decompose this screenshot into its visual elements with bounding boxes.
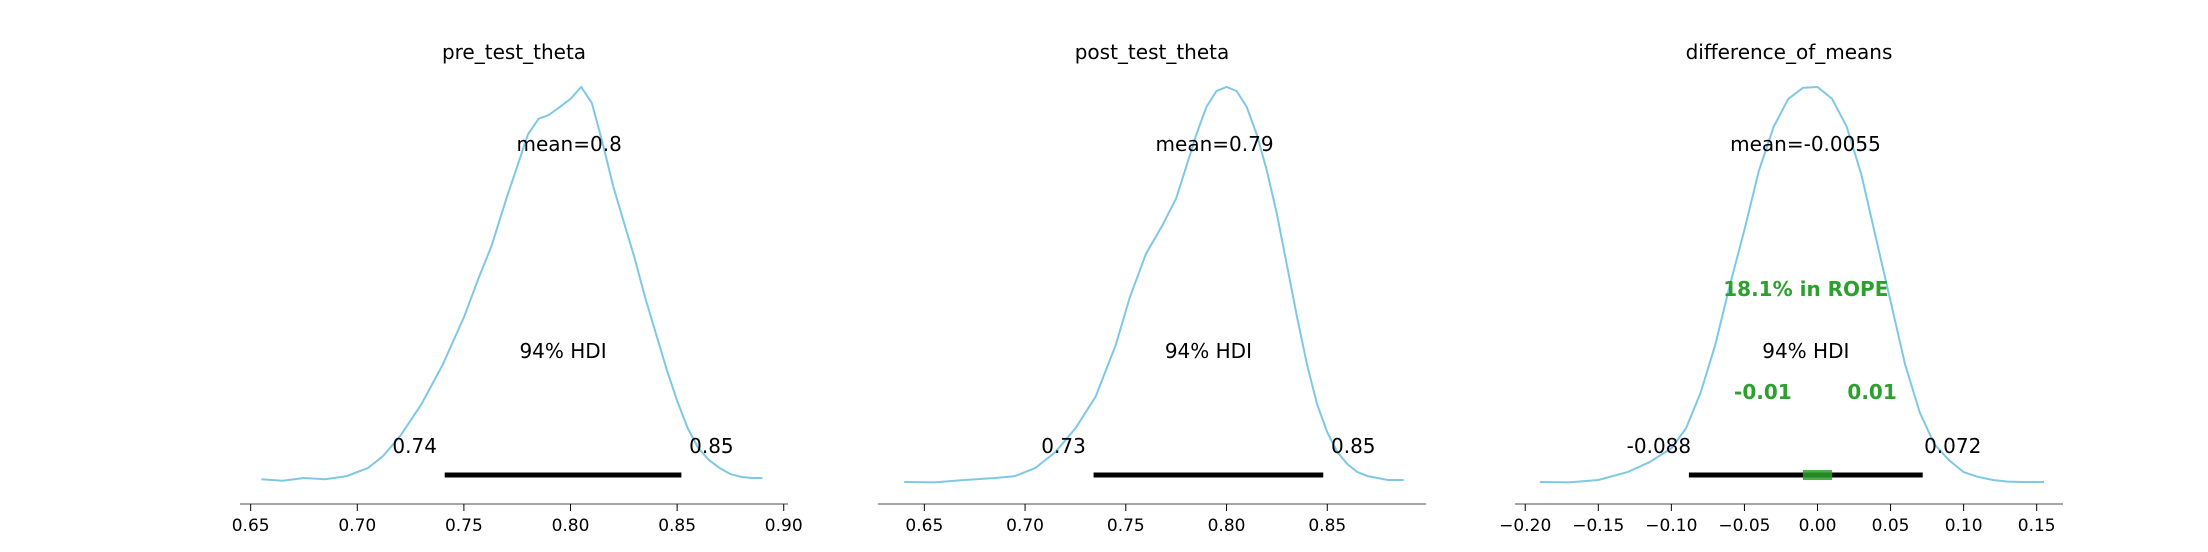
mean-label: mean=0.79 (1156, 132, 1274, 156)
x-tick-label: 0.85 (658, 516, 696, 536)
x-tick-label: −0.05 (1718, 516, 1770, 536)
x-tick-label: 0.85 (1308, 516, 1346, 536)
x-tick-label: 0.80 (1208, 516, 1246, 536)
x-tick-label: 0.75 (445, 516, 483, 536)
x-tick-label: 0.05 (1872, 516, 1910, 536)
x-tick-label: 0.80 (552, 516, 590, 536)
hdi-label: 94% HDI (1165, 339, 1252, 363)
density-curve (904, 85, 1404, 484)
density-curve (1539, 85, 2044, 484)
hdi-high-label: 0.85 (689, 434, 734, 458)
plot-title: post_test_theta (1075, 40, 1230, 64)
mean-label: mean=-0.0055 (1730, 132, 1881, 156)
hdi-high-label: 0.072 (1924, 434, 1981, 458)
rope-high-label: 0.01 (1847, 380, 1896, 404)
hdi-label: 94% HDI (1762, 339, 1849, 363)
x-tick-label: 0.65 (905, 516, 943, 536)
x-tick-label: 0.70 (1006, 516, 1044, 536)
x-tick-label: 0.10 (1945, 516, 1983, 536)
hdi-low-label: -0.088 (1627, 434, 1691, 458)
mean-label: mean=0.8 (517, 132, 622, 156)
x-tick-label: 0.75 (1107, 516, 1145, 536)
x-tick-label: −0.15 (1572, 516, 1624, 536)
x-tick-label: 0.90 (765, 516, 803, 536)
x-tick-label: −0.10 (1645, 516, 1697, 536)
hdi-low-label: 0.74 (392, 434, 437, 458)
rope-percentage-label: 18.1% in ROPE (1723, 277, 1888, 301)
plot-title: pre_test_theta (442, 40, 586, 64)
hdi-low-label: 0.73 (1041, 434, 1086, 458)
x-tick-label: 0.70 (338, 516, 376, 536)
rope-low-label: -0.01 (1734, 380, 1792, 404)
x-tick-label: 0.15 (2018, 516, 2056, 536)
plot-title: difference_of_means (1686, 40, 1893, 64)
x-tick-label: 0.00 (1799, 516, 1837, 536)
density-curve (261, 85, 763, 482)
hdi-high-label: 0.85 (1331, 434, 1376, 458)
x-tick-label: 0.65 (232, 516, 270, 536)
x-tick-label: −0.20 (1499, 516, 1551, 536)
rope-band (1802, 470, 1833, 480)
hdi-label: 94% HDI (519, 339, 606, 363)
